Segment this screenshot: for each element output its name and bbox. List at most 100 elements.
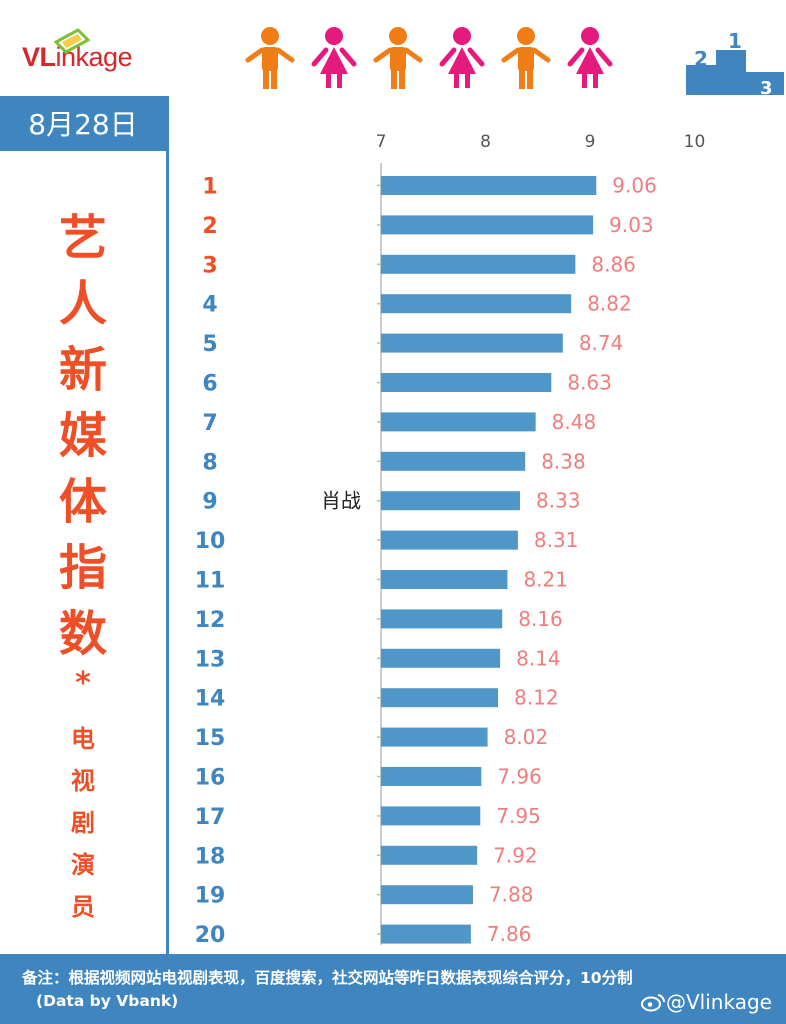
rank-label: 13 bbox=[195, 647, 226, 672]
title-char: 指 bbox=[58, 540, 107, 596]
logo-mark-icon bbox=[54, 28, 90, 54]
x-tick-label: 8 bbox=[480, 132, 491, 152]
rank-label: 6 bbox=[202, 372, 217, 397]
bar bbox=[381, 451, 526, 471]
rank-label: 18 bbox=[195, 844, 226, 869]
rank-label: 10 bbox=[195, 529, 226, 554]
subtitle-char: 视 bbox=[71, 767, 95, 795]
subtitle-char: 演 bbox=[71, 851, 95, 879]
bar bbox=[381, 767, 482, 786]
bar bbox=[381, 373, 552, 392]
woman-icon bbox=[439, 27, 485, 88]
logo-text-b: inkage bbox=[55, 42, 133, 72]
bar bbox=[381, 491, 520, 511]
bar bbox=[381, 727, 488, 747]
rank-label: 3 bbox=[202, 253, 217, 278]
sidebar-right-divider bbox=[166, 96, 169, 954]
podium-label-3: 3 bbox=[760, 78, 773, 95]
person-icon bbox=[245, 27, 295, 89]
bar-value-label: 8.63 bbox=[567, 371, 612, 395]
footer-note: 备注：根据视频网站电视剧表现，百度搜索，社交网站等昨日数据表现综合评分，10分制 bbox=[22, 969, 633, 987]
title-char: 体 bbox=[58, 474, 107, 530]
bar bbox=[381, 924, 471, 944]
bar-value-label: 7.96 bbox=[497, 765, 542, 789]
bar bbox=[381, 294, 572, 314]
bar bbox=[381, 806, 481, 826]
bar-value-label: 9.03 bbox=[609, 213, 654, 237]
bar-value-label: 8.21 bbox=[523, 568, 568, 592]
bar-value-label: 7.92 bbox=[493, 843, 538, 867]
bar bbox=[381, 609, 503, 629]
bar-value-label: 8.86 bbox=[591, 252, 636, 276]
podium-label-2: 2 bbox=[694, 47, 708, 71]
bar bbox=[381, 570, 508, 589]
bar-value-label: 9.06 bbox=[612, 174, 657, 198]
rank-label: 8 bbox=[202, 450, 217, 475]
bar-value-label: 8.38 bbox=[541, 449, 586, 473]
title-char: 艺 bbox=[58, 210, 107, 266]
x-tick-label: 9 bbox=[585, 132, 596, 152]
subtitle-char: 剧 bbox=[71, 809, 95, 837]
bar-value-label: 8.33 bbox=[536, 489, 581, 513]
sidebar-top-divider bbox=[0, 96, 168, 99]
bar bbox=[381, 688, 499, 708]
weibo-handle-text: @Vlinkage bbox=[666, 990, 772, 1014]
footer-bar: 备注：根据视频网站电视剧表现，百度搜索，社交网站等昨日数据表现综合评分，10分制… bbox=[0, 954, 786, 1024]
title-char: 人 bbox=[58, 276, 107, 332]
bar-chart: 7 8 9 10 9.06 1 9.03 2 8.86 3 8.82 4 8.74 5 8.63 6 8.48 7… bbox=[195, 132, 706, 945]
bar bbox=[381, 412, 536, 432]
woman-icon bbox=[311, 27, 357, 88]
bar-value-label: 8.48 bbox=[552, 410, 597, 434]
bar-value-label: 8.74 bbox=[579, 331, 624, 355]
subtitle-char: 员 bbox=[71, 893, 95, 921]
bar-value-label: 8.31 bbox=[534, 528, 579, 552]
bar-value-label: 7.95 bbox=[496, 804, 541, 828]
vertical-subtitle: 电 视 剧 演 员 bbox=[0, 718, 166, 928]
vertical-title: 艺 人 新 媒 体 指 数 bbox=[0, 205, 166, 667]
podium-icon: 2 1 3 bbox=[686, 29, 784, 95]
x-tick-label: 7 bbox=[376, 132, 387, 152]
bar-value-label: 8.14 bbox=[516, 646, 561, 670]
bar bbox=[381, 254, 576, 274]
person-icon bbox=[373, 27, 423, 89]
bar-value-label: 8.02 bbox=[504, 725, 549, 749]
rank-label: 11 bbox=[195, 569, 226, 594]
bar-value-label: 7.86 bbox=[487, 922, 532, 945]
rank-label: 14 bbox=[195, 687, 226, 712]
podium-label-1: 1 bbox=[728, 29, 742, 53]
woman-icon bbox=[567, 27, 613, 88]
rank-label: 9 bbox=[202, 490, 217, 515]
asterisk: * bbox=[75, 666, 91, 701]
bar bbox=[381, 530, 518, 550]
bar bbox=[381, 845, 478, 865]
subtitle-char: 电 bbox=[71, 725, 95, 753]
logo-text-a: VL bbox=[22, 42, 56, 72]
date-label: 8月28日 bbox=[0, 99, 166, 151]
rank-label: 1 bbox=[202, 175, 217, 200]
people-icons-row bbox=[245, 27, 613, 89]
rank-label: 7 bbox=[202, 411, 217, 436]
title-char: 数 bbox=[58, 606, 107, 662]
rank-label: 2 bbox=[202, 214, 217, 239]
weibo-icon bbox=[640, 992, 666, 1012]
rank-label: 19 bbox=[195, 884, 226, 909]
rank-label: 20 bbox=[195, 923, 226, 945]
bar-value-label: 7.88 bbox=[489, 883, 534, 907]
vlinkage-logo: VLinkage bbox=[22, 42, 133, 73]
bar-value-label: 8.12 bbox=[514, 686, 559, 710]
x-tick-label: 10 bbox=[684, 132, 706, 152]
bar-value-label: 8.16 bbox=[518, 607, 563, 631]
bar bbox=[381, 885, 473, 905]
rank-label: 15 bbox=[195, 726, 226, 751]
bar-value-label: 8.82 bbox=[587, 292, 632, 316]
weibo-handle: @Vlinkage bbox=[640, 990, 772, 1014]
rank-label: 5 bbox=[202, 332, 217, 357]
person-icon bbox=[501, 27, 551, 89]
artist-name-label: 肖战 bbox=[321, 489, 361, 513]
bar bbox=[381, 648, 501, 668]
title-char: 媒 bbox=[58, 408, 107, 464]
rank-label: 16 bbox=[195, 766, 226, 791]
rank-label: 17 bbox=[195, 805, 226, 830]
rank-label: 4 bbox=[202, 293, 217, 318]
bar bbox=[381, 215, 594, 235]
